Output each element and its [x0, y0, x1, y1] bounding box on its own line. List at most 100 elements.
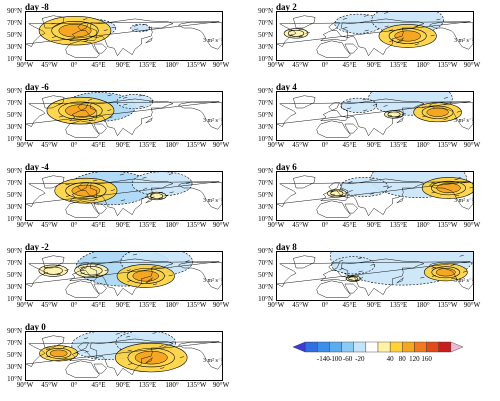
lon-tick-label: 180°: [165, 221, 179, 229]
lat-tick-label: 90°N: [7, 7, 22, 15]
flux-vector: [372, 104, 378, 106]
coastline: [89, 178, 174, 217]
vector-scale-label: 3 m² s⁻²: [203, 118, 223, 125]
coastline: [277, 261, 471, 288]
lon-tick-label: 90°W: [16, 61, 34, 69]
coastline: [428, 101, 473, 130]
flux-vector: [152, 283, 158, 285]
lon-tick-label: 180°: [165, 141, 179, 149]
flux-vector: [123, 103, 128, 106]
flux-vector: [443, 97, 448, 99]
vector-scale-label: 3 m² s⁻²: [454, 38, 474, 45]
coastline: [396, 117, 404, 124]
lon-tick-label: 180°: [165, 301, 179, 309]
flux-vector: [43, 266, 48, 269]
lon-tick-label: 180°: [165, 381, 179, 389]
lon-tick-label: 45°E: [91, 301, 106, 309]
lat-tick-label: 30°N: [258, 123, 273, 131]
lon-tick-label: 135°W: [186, 221, 207, 229]
panel-title: day 6: [276, 162, 297, 172]
coastline: [293, 175, 316, 189]
lat-tick-label: 70°N: [7, 259, 22, 267]
coastline: [65, 40, 100, 58]
flux-vector: [46, 348, 51, 351]
panel-title: day 2: [276, 2, 297, 12]
coastline: [69, 182, 98, 202]
flux-vector: [133, 253, 138, 256]
lon-tick-label: 45°W: [41, 221, 58, 229]
lon-tick-label: 45°E: [342, 301, 357, 309]
vector-scale-label: 3 m² s⁻²: [454, 118, 474, 125]
coastline: [344, 283, 358, 294]
coastline: [93, 43, 107, 54]
positive-anomaly: [74, 263, 109, 278]
map-canvas: [277, 252, 473, 298]
flux-vector: [339, 189, 344, 191]
flux-vector: [288, 34, 293, 36]
flux-vector: [305, 32, 310, 34]
flux-vector: [358, 257, 363, 259]
map-panel: day 2 90°N 70°N 50°N 30°N 10°N 3 m² s⁻² 90°W 45°…: [251, 2, 487, 72]
flux-vector: [431, 275, 437, 277]
flux-vector: [459, 255, 464, 257]
map-panel: day -4 90°N 70°N 50°N 30°N 10°N 3 m² s⁻² 90°W 45…: [0, 162, 236, 232]
lon-tick-label: 0°: [70, 381, 78, 389]
coastline: [177, 181, 222, 210]
coastline: [396, 277, 404, 284]
flux-vector: [134, 28, 139, 31]
flux-vector: [56, 265, 61, 267]
lon-tick-label: 180°: [416, 61, 430, 69]
lat-tick-label: 70°N: [7, 99, 22, 107]
map-frame: [25, 11, 223, 61]
coastline: [145, 277, 153, 284]
flux-vector: [92, 256, 97, 259]
flux-vector: [158, 191, 163, 194]
flux-vector: [115, 333, 120, 335]
flux-vector: [288, 29, 293, 32]
coastline: [293, 255, 316, 269]
lon-tick-label: 45°W: [41, 141, 58, 149]
coastline: [69, 102, 98, 122]
flux-vector: [168, 173, 173, 175]
lon-tick-label: 45°E: [91, 381, 106, 389]
lon-tick-label: 90°E: [366, 301, 382, 309]
vector-scale-label: 3 m² s⁻²: [203, 358, 223, 365]
map-panel: day -2 90°N 70°N 50°N 30°N 10°N 3 m² s⁻² 90°W 45…: [0, 242, 236, 312]
flux-vector: [152, 265, 157, 268]
flux-vector: [126, 335, 131, 338]
vector-scale-label: 3 m² s⁻²: [454, 278, 474, 285]
coastline: [277, 181, 471, 208]
panel-title: day 0: [25, 322, 46, 332]
coastline: [69, 262, 98, 282]
coastline: [42, 15, 65, 29]
coastline: [340, 258, 425, 297]
map-frame: [276, 91, 474, 141]
lon-tick-label: 45°E: [342, 61, 357, 69]
positive-anomaly: [38, 264, 68, 277]
flux-vector: [298, 28, 303, 30]
colorbar-tick-label: 40: [386, 355, 394, 363]
lon-tick-label: 135°E: [138, 221, 157, 229]
lat-tick-label: 10°N: [7, 135, 22, 143]
map-panel: day 6 90°N 70°N 50°N 30°N 10°N 3 m² s⁻² 90°W 45°…: [251, 162, 487, 232]
coastline: [93, 283, 107, 294]
colorbar-swatch: [353, 341, 367, 353]
positive-anomaly: [114, 342, 188, 373]
coastline: [320, 182, 349, 202]
colorbar-tick-label: 120: [409, 355, 420, 363]
flux-vector: [111, 26, 116, 29]
flux-vector: [168, 274, 173, 277]
coastline: [93, 363, 107, 374]
flux-vector: [339, 195, 344, 197]
colorbar-swatch: [317, 341, 330, 353]
flux-vector: [396, 110, 401, 112]
panel-title: day 4: [276, 82, 297, 92]
lon-tick-label: 45°E: [91, 141, 106, 149]
flux-vector: [362, 98, 367, 101]
coastline: [344, 43, 358, 54]
flux-vector: [51, 36, 57, 38]
map-frame: [25, 91, 223, 141]
lon-tick-label: 90°W: [212, 301, 230, 309]
coastline: [177, 101, 222, 130]
lon-tick-label: 90°W: [463, 61, 481, 69]
